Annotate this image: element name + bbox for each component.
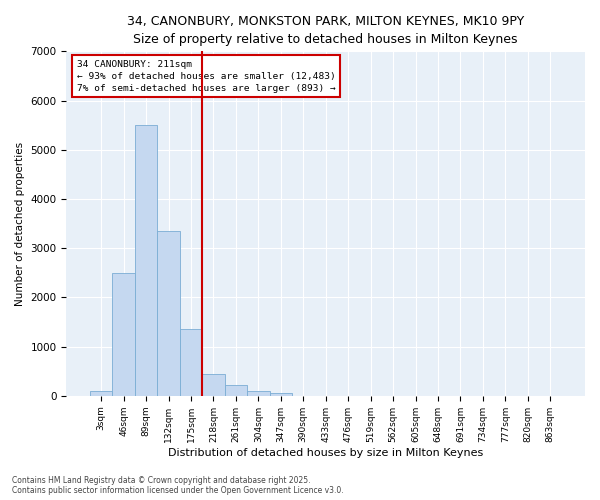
Bar <box>180 330 202 396</box>
Bar <box>269 393 292 396</box>
Bar <box>90 391 112 396</box>
Text: 34 CANONBURY: 211sqm
← 93% of detached houses are smaller (12,483)
7% of semi-de: 34 CANONBURY: 211sqm ← 93% of detached h… <box>77 60 335 92</box>
Bar <box>157 231 180 396</box>
Bar <box>112 273 135 396</box>
X-axis label: Distribution of detached houses by size in Milton Keynes: Distribution of detached houses by size … <box>168 448 484 458</box>
Bar <box>202 374 224 396</box>
Text: Contains HM Land Registry data © Crown copyright and database right 2025.
Contai: Contains HM Land Registry data © Crown c… <box>12 476 344 495</box>
Bar <box>135 125 157 396</box>
Bar <box>247 391 269 396</box>
Title: 34, CANONBURY, MONKSTON PARK, MILTON KEYNES, MK10 9PY
Size of property relative : 34, CANONBURY, MONKSTON PARK, MILTON KEY… <box>127 15 524 46</box>
Y-axis label: Number of detached properties: Number of detached properties <box>15 142 25 306</box>
Bar <box>224 385 247 396</box>
